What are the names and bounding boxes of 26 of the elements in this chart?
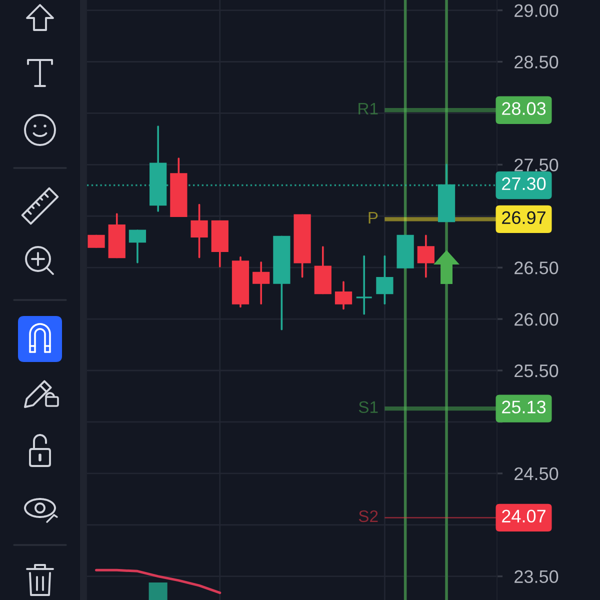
y-tick-label: 24.50 <box>514 467 558 480</box>
text: 25.13 <box>502 400 546 414</box>
y-tick-label: 25.50 <box>514 364 558 378</box>
candlestick <box>376 255 394 305</box>
text: 27.30 <box>502 177 546 190</box>
y-tick-label: 23.50 <box>514 570 558 584</box>
ref-line-label: R1 <box>358 102 378 114</box>
y-tick-label: 28.50 <box>514 56 558 68</box>
candlestick <box>334 281 352 310</box>
candlestick <box>190 204 208 258</box>
candlestick <box>252 262 270 305</box>
text: 24.07 <box>502 510 546 523</box>
candlestick <box>417 234 434 278</box>
ref-line-label: P <box>368 212 378 224</box>
y-tick-label: 26.50 <box>514 262 558 274</box>
candlestick <box>88 234 105 248</box>
text: 28.03 <box>502 102 546 115</box>
y-tick-label: 26.00 <box>514 312 558 326</box>
y-tick-label: 27.50 <box>514 158 558 172</box>
text: 26.97 <box>502 211 546 224</box>
y-tick-label: 29.00 <box>514 4 558 18</box>
ref-line-label: S2 <box>358 510 378 522</box>
candlestick <box>128 230 146 264</box>
line-series <box>95 568 222 594</box>
ref-line-label: S1 <box>358 401 378 414</box>
candlestick <box>356 255 373 315</box>
